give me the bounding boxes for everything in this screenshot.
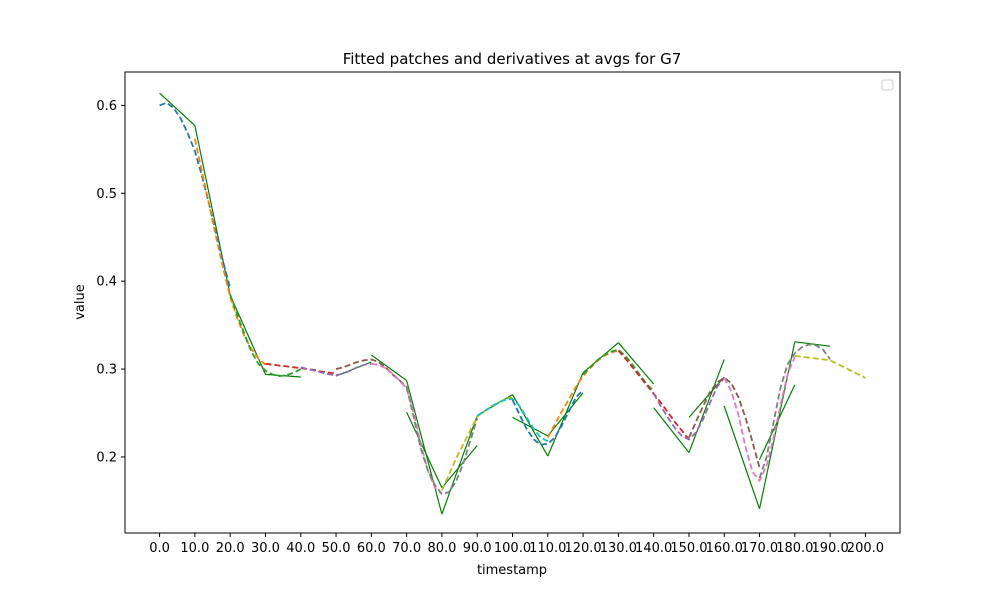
x-tick-label: 90.0 [463, 541, 492, 556]
x-tick-label: 120.0 [564, 541, 601, 556]
x-tick-label: 190.0 [812, 541, 849, 556]
x-tick-label: 60.0 [357, 541, 386, 556]
x-tick-label: 100.0 [494, 541, 531, 556]
x-tick-label: 0.0 [149, 541, 170, 556]
x-tick-label: 10.0 [180, 541, 209, 556]
derivative-line-20 [512, 416, 549, 437]
fitted-patch-line-9 [476, 398, 549, 443]
derivative-line-12 [617, 342, 655, 385]
fitted-patch-line-14 [652, 377, 725, 441]
derivative-line-6 [406, 380, 443, 515]
x-tick-label: 180.0 [776, 541, 813, 556]
fitted-patch-line-10 [511, 389, 584, 446]
y-axis-ticks: 0.2 0.3 0.4 0.5 0.6 [96, 99, 125, 465]
derivative-lines [159, 92, 831, 515]
y-axis-label: value [73, 284, 88, 320]
y-tick-label: 0.5 [96, 187, 117, 202]
fitted-patch-line-18 [794, 355, 866, 379]
x-tick-label: 200.0 [847, 541, 884, 556]
fitted-patch-line-2 [229, 294, 302, 378]
y-tick-label: 0.2 [96, 450, 117, 465]
derivative-line-15 [723, 405, 761, 509]
x-tick-label: 130.0 [600, 541, 637, 556]
x-axis-ticks: 0.0 10.0 20.0 30.0 40.0 50.0 60.0 70.0 80.0 90.0 1… [149, 533, 884, 556]
fitted-patch-line-7 [405, 386, 479, 495]
derivative-line-2 [229, 294, 267, 375]
y-tick-label: 0.3 [96, 363, 117, 378]
y-tick-label: 0.4 [96, 275, 117, 290]
derivative-line-22 [688, 376, 725, 418]
fitted-patch-line-4 [300, 362, 372, 377]
fitted-patch-line-16 [723, 356, 796, 483]
x-tick-label: 70.0 [392, 541, 421, 556]
x-tick-label: 110.0 [529, 541, 566, 556]
derivative-line-13 [653, 407, 690, 453]
chart-title: Fitted patches and derivatives at avgs f… [343, 50, 682, 68]
fitted-patch-line-17 [758, 343, 831, 479]
fitted-patch-line-15 [688, 376, 761, 468]
x-tick-label: 40.0 [286, 541, 315, 556]
derivative-line-17 [794, 341, 831, 347]
x-tick-label: 170.0 [741, 541, 778, 556]
x-tick-label: 80.0 [427, 541, 456, 556]
derivative-line-18 [406, 411, 443, 488]
x-axis-label: timestamp [477, 563, 547, 578]
x-tick-label: 160.0 [706, 541, 743, 556]
derivative-line-14 [688, 359, 725, 453]
derivative-line-5 [370, 354, 407, 381]
fitted-patch-lines [159, 101, 866, 495]
x-tick-label: 30.0 [251, 541, 280, 556]
y-tick-label: 0.6 [96, 99, 117, 114]
derivative-line-19 [441, 445, 478, 489]
plot-area [159, 92, 866, 515]
derivative-line-0 [159, 92, 196, 127]
fitted-patch-line-0 [159, 101, 232, 289]
x-tick-label: 150.0 [670, 541, 707, 556]
fitted-patch-line-3 [265, 362, 337, 375]
derivative-line-7 [441, 415, 478, 515]
derivative-line-21 [547, 392, 584, 437]
derivative-line-11 [582, 342, 619, 374]
x-tick-label: 140.0 [635, 541, 672, 556]
legend-box [881, 79, 894, 91]
x-tick-label: 20.0 [216, 541, 245, 556]
x-tick-label: 50.0 [322, 541, 351, 556]
